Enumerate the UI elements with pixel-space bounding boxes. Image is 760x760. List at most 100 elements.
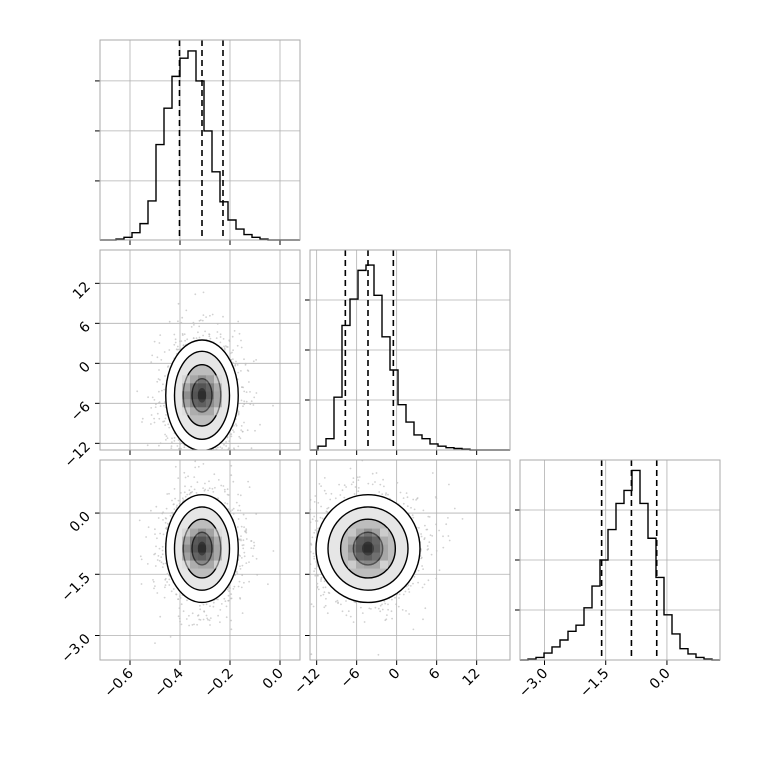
scatter-point: [420, 533, 422, 535]
scatter-point: [424, 607, 427, 610]
scatter-point: [239, 437, 242, 440]
scatter-point: [345, 486, 347, 488]
scatter-point: [354, 486, 357, 488]
scatter-point: [223, 345, 225, 348]
scatter-point: [412, 498, 415, 501]
scatter-point: [239, 509, 242, 512]
scatter-point: [177, 348, 180, 351]
density-cell: [206, 560, 214, 569]
scatter-point: [229, 587, 231, 589]
scatter-point: [195, 492, 198, 494]
density-cell: [206, 407, 214, 416]
scatter-point: [173, 333, 176, 336]
scatter-point: [154, 528, 156, 531]
x-tick-label: −3.0: [516, 666, 551, 701]
scatter-point: [152, 579, 154, 581]
scatter-point: [182, 454, 184, 456]
scatter-point: [357, 479, 360, 481]
scatter-point: [166, 437, 169, 439]
scatter-point: [225, 616, 228, 619]
scatter-point: [181, 497, 184, 500]
density-cell: [206, 528, 214, 537]
scatter-point: [231, 335, 234, 338]
scatter-point: [226, 436, 229, 439]
scatter-panel-1: [95, 460, 300, 665]
scatter-point: [153, 421, 156, 424]
x-tick-label: −1.5: [577, 666, 612, 701]
density-cell: [198, 544, 206, 553]
scatter-point: [303, 566, 305, 568]
scatter-point: [216, 331, 219, 333]
scatter-point: [159, 405, 162, 407]
scatter-point: [194, 460, 197, 463]
scatter-point: [160, 359, 163, 361]
scatter-point: [240, 525, 243, 528]
scatter-point: [245, 562, 248, 564]
scatter-point: [223, 348, 226, 351]
density-cell: [348, 544, 356, 553]
scatter-point: [220, 484, 223, 487]
scatter-content: [138, 460, 275, 644]
scatter-point: [314, 529, 317, 531]
scatter-point: [183, 463, 185, 465]
density-cell: [198, 528, 206, 537]
scatter-point: [163, 388, 166, 391]
scatter-point: [180, 340, 183, 342]
scatter-point: [225, 445, 228, 447]
density-cell: [198, 375, 206, 384]
scatter-point: [386, 614, 388, 616]
scatter-point: [185, 309, 188, 312]
density-cell: [380, 560, 388, 569]
scatter-point: [461, 518, 464, 520]
density-cell: [198, 560, 206, 569]
scatter-point: [239, 568, 242, 570]
scatter-point: [161, 545, 164, 548]
scatter-point: [241, 386, 244, 388]
scatter-point: [243, 551, 246, 554]
scatter-point: [272, 503, 274, 505]
scatter-point: [228, 590, 230, 593]
scatter-point: [238, 332, 241, 335]
scatter-point: [225, 441, 228, 443]
scatter-point: [197, 331, 199, 334]
density-cell: [356, 544, 364, 553]
scatter-point: [168, 349, 171, 351]
scatter-point: [208, 487, 211, 490]
density-cell: [380, 552, 388, 561]
scatter-point: [383, 600, 386, 603]
scatter-point: [158, 559, 161, 562]
scatter-point: [208, 335, 211, 338]
scatter-point: [193, 451, 195, 453]
scatter-point: [217, 614, 220, 617]
scatter-point: [222, 485, 225, 487]
scatter-point: [202, 314, 205, 316]
scatter-point: [183, 491, 186, 494]
scatter-point: [387, 608, 389, 611]
scatter-point: [196, 481, 199, 484]
scatter-point: [241, 564, 244, 567]
scatter-point: [180, 447, 182, 450]
scatter-point: [184, 485, 186, 488]
scatter-point: [256, 574, 259, 576]
density-cell: [198, 383, 206, 392]
scatter-point: [411, 514, 414, 516]
scatter-point: [235, 424, 238, 427]
y-tick-label: −3.0: [58, 631, 93, 666]
histogram-panel-1: [305, 250, 510, 455]
scatter-point: [243, 358, 245, 361]
scatter-point: [217, 497, 219, 500]
scatter-point: [179, 597, 182, 599]
scatter-point: [226, 488, 229, 491]
density-cell: [190, 536, 198, 545]
scatter-point: [426, 528, 429, 531]
scatter-point: [229, 352, 232, 355]
scatter-point: [384, 494, 387, 496]
density-cell: [372, 528, 380, 537]
scatter-point: [230, 474, 233, 477]
density-cell: [182, 560, 190, 569]
scatter-point: [212, 601, 215, 604]
scatter-point: [232, 429, 234, 431]
scatter-point: [245, 400, 248, 403]
scatter-point: [224, 600, 227, 603]
scatter-point: [308, 610, 310, 612]
